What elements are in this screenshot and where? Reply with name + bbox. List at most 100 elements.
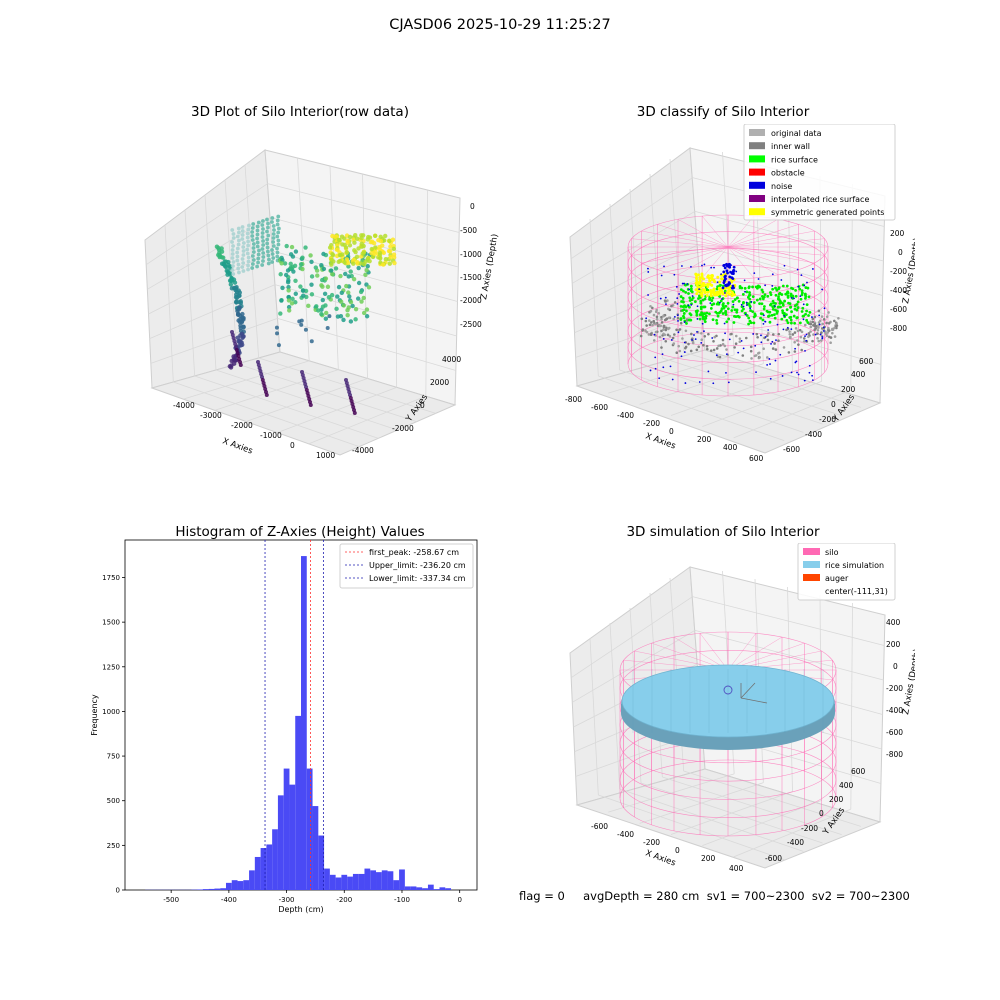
scatter-point: [353, 249, 358, 255]
class-point: [698, 277, 702, 281]
class-point: [708, 289, 712, 293]
class-point: [687, 342, 690, 346]
scatter-point: [320, 304, 326, 309]
scatter-point: [302, 379, 307, 383]
p4-ytick: -400: [787, 838, 804, 847]
class-point: [756, 284, 760, 288]
scatter-point: [230, 228, 235, 232]
class-point: [805, 309, 809, 313]
scatter-point: [240, 265, 245, 269]
class-point: [709, 307, 713, 310]
hist-bar: [266, 844, 273, 890]
hist-bar: [260, 848, 267, 890]
scatter-point: [279, 261, 284, 266]
class-point: [831, 331, 834, 335]
scatter-point: [276, 238, 281, 243]
class-point: [715, 354, 718, 357]
scatter-point: [241, 253, 246, 257]
class-point: [699, 301, 703, 305]
class-point: [825, 315, 829, 318]
class-point: [776, 305, 780, 309]
class-point: [746, 295, 750, 299]
scatter-point: [274, 325, 279, 330]
silo-spoke: [631, 246, 729, 256]
class-point: [712, 302, 716, 306]
class-point: [751, 310, 755, 314]
panel3-title: Histogram of Z-Axies (Height) Values: [175, 524, 425, 540]
hist-bar: [393, 880, 400, 890]
scatter-point: [271, 240, 276, 244]
p1-ztick: -1500: [460, 273, 482, 282]
class-point: [762, 295, 766, 299]
class-point: [740, 309, 744, 313]
class-point: [790, 328, 793, 331]
silo-spoke: [727, 246, 799, 270]
class-point: [749, 345, 753, 349]
scatter-point: [231, 336, 236, 340]
class-point: [708, 298, 711, 301]
panel1-y-ticks: -4000 -2000 0 2000 4000: [352, 355, 461, 455]
class-point: [645, 324, 648, 327]
class-point: [712, 278, 716, 282]
class-point: [733, 308, 737, 312]
class-point: [662, 366, 665, 369]
p2-xtick: -200: [643, 419, 660, 428]
class-point: [725, 353, 728, 356]
class-point: [695, 281, 699, 285]
panel2-3d-classify[interactable]: -800 -600 -400 -200 0 200 400 600 X Axie…: [555, 124, 915, 470]
class-point: [654, 367, 657, 370]
scatter-point: [338, 299, 344, 304]
p1-ytick: 0: [420, 401, 425, 410]
class-point: [721, 292, 725, 296]
scatter-point: [344, 250, 350, 255]
scatter-point: [351, 261, 356, 266]
grid-line: [244, 164, 260, 359]
class-point: [720, 277, 724, 281]
class-point: [792, 314, 796, 318]
class-point: [650, 321, 653, 324]
scatter-point: [286, 298, 292, 303]
scatter-point: [256, 220, 261, 225]
scatter-point: [316, 308, 321, 313]
scatter-point: [381, 262, 386, 267]
class-point: [800, 348, 804, 352]
class-point: [761, 318, 765, 322]
class-point: [763, 293, 767, 297]
hist-bar: [416, 887, 423, 890]
class-point: [796, 300, 800, 304]
p1-ztick: -2500: [460, 320, 482, 329]
panel4-3d-simulation[interactable]: -600 -400 -200 0 200 400 X Axies -600 -4…: [555, 543, 915, 878]
class-point: [673, 315, 676, 318]
class-point: [654, 322, 657, 326]
panel3-histogram[interactable]: -500 -400 -300 -200 -100 0 0 250 500 750 1000 1250…: [80, 535, 490, 920]
scatter-point: [301, 293, 306, 298]
scatter-point: [378, 256, 383, 261]
class-point: [796, 268, 799, 271]
class-point: [713, 266, 715, 269]
scatter-point: [240, 342, 245, 348]
scatter-point: [301, 376, 306, 380]
class-point: [801, 306, 805, 310]
scatter-point: [349, 399, 354, 403]
class-point: [691, 339, 693, 341]
class-point: [821, 322, 825, 326]
scatter-point: [297, 319, 302, 324]
class-point: [764, 320, 766, 323]
panel1-3d-scatter[interactable]: -4000 -3000 -2000 -1000 0 1000 X Axies -…: [130, 130, 500, 460]
class-point: [805, 318, 809, 322]
scatter-point: [333, 234, 338, 239]
class-point: [744, 313, 747, 316]
class-point: [725, 348, 728, 351]
class-point: [696, 305, 699, 308]
p4-xtick: -600: [591, 822, 608, 831]
scatter-point: [346, 290, 351, 295]
class-point: [702, 288, 706, 292]
scatter-point: [240, 229, 245, 233]
hist-bar: [347, 876, 353, 890]
scatter-point: [307, 397, 312, 401]
scatter-point: [344, 381, 349, 385]
scatter-point: [286, 294, 292, 300]
class-point: [684, 382, 687, 384]
scatter-point: [265, 237, 270, 242]
class-point: [721, 338, 725, 342]
